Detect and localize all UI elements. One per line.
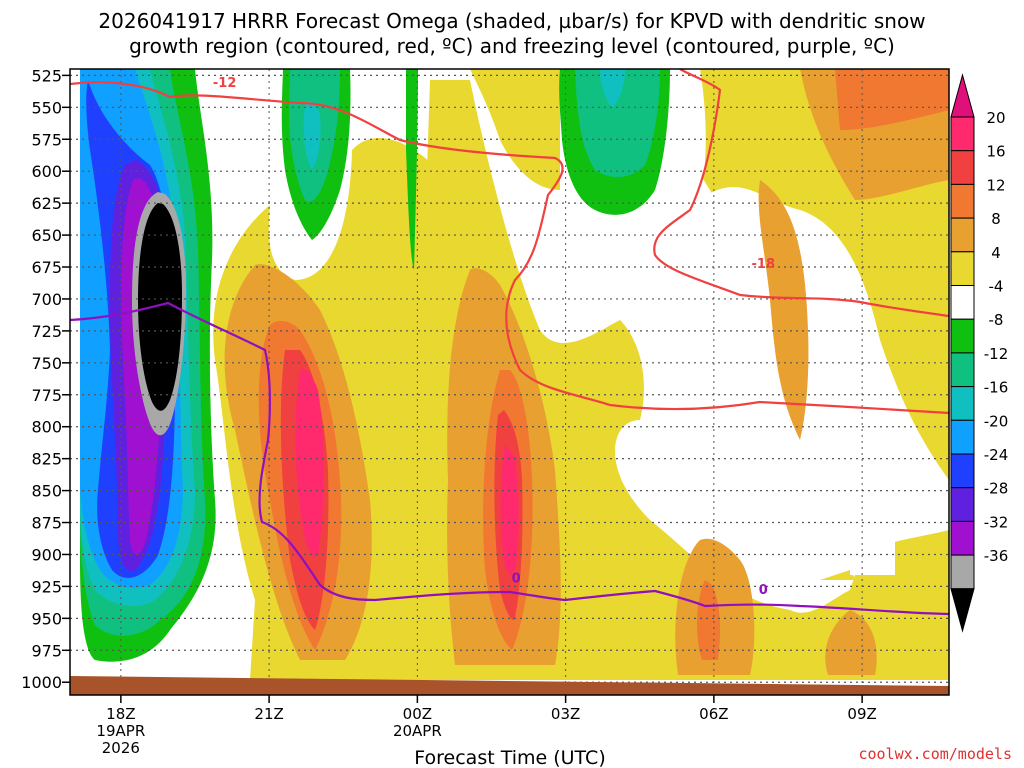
colorbar-swatch (950, 150, 975, 185)
colorbar-label: -24 (984, 446, 1009, 464)
colorbar-swatch (950, 183, 975, 219)
y-axis: 525 550 575 600 625 650 675 700 725 750 775 800 825 8… (21, 66, 70, 692)
x-tick-label: 18Z (106, 705, 135, 723)
x-tick-label: 2026 (102, 739, 140, 757)
chart-title-line2: growth region (contoured, red, ºC) and f… (129, 34, 895, 58)
y-tick-label: 875 (31, 514, 62, 533)
terrain-surface (70, 676, 949, 695)
y-tick-label: 925 (31, 577, 62, 596)
y-tick-label: 900 (31, 545, 62, 564)
chart-title-line1: 2026041917 HRRR Forecast Omega (shaded, … (98, 9, 925, 33)
colorbar-swatch (950, 116, 975, 152)
y-tick-label: 825 (31, 450, 62, 469)
x-tick-label: 00Z (403, 705, 432, 723)
y-tick-label: 725 (31, 322, 62, 341)
x-tick-label: 06Z (699, 705, 728, 723)
contour-minus18 (653, 69, 949, 318)
y-tick-label: 1000 (21, 673, 62, 692)
credit-text: coolwx.com/models (858, 745, 1012, 763)
colorbar-label: -8 (989, 311, 1004, 329)
y-tick-label: 625 (31, 194, 62, 213)
colorbar-label: 20 (986, 109, 1005, 127)
colorbar-label: -36 (984, 547, 1009, 565)
contour-label: 0 (759, 583, 768, 598)
omega-shade-magenta (295, 369, 519, 575)
y-tick-label: 600 (31, 162, 62, 181)
colorbar-swatch (950, 554, 975, 590)
colorbar-swatch (950, 386, 975, 421)
x-tick-label: 19APR (96, 722, 145, 740)
colorbar-swatch (950, 487, 975, 522)
contour-labels: -12 -18 0 0 (213, 76, 776, 598)
colorbar-label: -32 (984, 513, 1009, 531)
colorbar-swatch (950, 251, 975, 287)
colorbar-label: -20 (984, 412, 1009, 430)
y-tick-label: 525 (31, 66, 62, 85)
colorbar-swatch (950, 419, 975, 455)
plot-area: -12 -18 0 0 (70, 69, 949, 695)
grid-lines (70, 69, 949, 695)
contour-minus12 (70, 81, 949, 415)
y-tick-label: 675 (31, 258, 62, 277)
colorbar-label: 8 (991, 210, 1001, 228)
colorbar-swatch (950, 520, 975, 556)
colorbar-swatch (950, 217, 975, 253)
colorbar-swatch (950, 285, 975, 320)
colorbar-label: 16 (986, 143, 1005, 161)
contour-0c (70, 301, 949, 616)
colorbar-swatch (950, 352, 975, 388)
colorbar-swatch (950, 318, 975, 354)
y-tick-label: 650 (31, 226, 62, 245)
contour-label: -12 (213, 76, 237, 91)
y-tick-label: 800 (31, 418, 62, 437)
plot-frame (69, 68, 950, 696)
colorbar-bottom-triangle (950, 588, 975, 633)
colorbar-label: -16 (984, 379, 1009, 397)
x-tick-label: 03Z (551, 705, 580, 723)
y-tick-label: 975 (31, 641, 62, 660)
colorbar-label: -12 (984, 345, 1009, 363)
colorbar-label: -28 (984, 480, 1009, 498)
colorbar-swatch (950, 453, 975, 489)
y-tick-label: 550 (31, 98, 62, 117)
contour-label: -18 (752, 257, 776, 272)
x-tick-label: 21Z (254, 705, 283, 723)
y-tick-label: 950 (31, 609, 62, 628)
freezing-level-contour (70, 301, 949, 616)
y-tick-label: 700 (31, 290, 62, 309)
omega-shade-black (138, 203, 182, 411)
x-axis-label: Forecast Time (UTC) (414, 747, 605, 768)
colorbar: 20 16 12 8 4 -4 -8 -12 -16 -20 -24 -28 -32 -36 (950, 73, 1009, 633)
colorbar-label: 12 (986, 176, 1005, 194)
dendritic-contours (70, 69, 949, 415)
x-tick-label: 20APR (393, 722, 442, 740)
y-tick-label: 850 (31, 482, 62, 501)
y-tick-label: 750 (31, 354, 62, 373)
colorbar-top-triangle (950, 73, 975, 118)
colorbar-label: -4 (989, 278, 1004, 296)
y-tick-label: 575 (31, 130, 62, 149)
contour-label: 0 (512, 571, 521, 586)
colorbar-label: 4 (991, 244, 1001, 262)
y-tick-label: 775 (31, 386, 62, 405)
x-tick-label: 09Z (847, 705, 876, 723)
